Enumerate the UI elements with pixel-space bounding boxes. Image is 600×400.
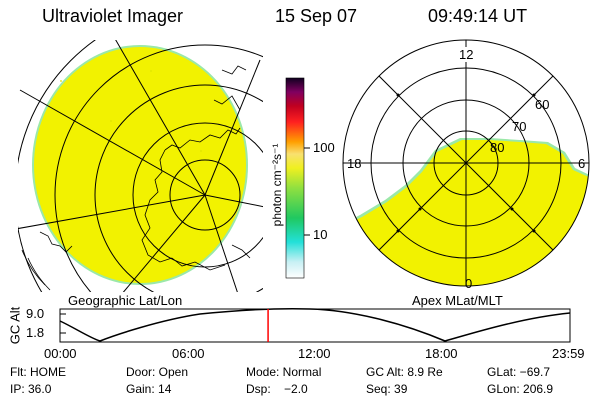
mlt-spokes [343, 40, 589, 286]
colorbar-tick-label-100: 100 [313, 140, 335, 155]
noise-speckle [60, 70, 202, 232]
timeline-y-label: GC Alt [7, 306, 23, 345]
timeline-xtick-0: 00:00 [44, 346, 77, 361]
info-flt: Flt: HOME [10, 365, 66, 379]
mlt-label-right: 6 [578, 156, 586, 171]
geographic-label: Geographic Lat/Lon [68, 293, 183, 308]
timeline-xtick-3: 18:00 [425, 346, 458, 361]
mlat-label-70: 70 [512, 119, 527, 134]
colorbar-gradient [285, 77, 305, 279]
info-door: Door: Open [126, 365, 189, 379]
mlt-label-bottom: 0 [465, 276, 473, 291]
mlt-label-top: 12 [459, 47, 474, 62]
altitude-curve [59, 307, 571, 342]
date-label: 15 Sep 07 [275, 6, 358, 26]
time-label: 09:49:14 UT [428, 6, 528, 26]
edge-arcs [21, 249, 51, 291]
geographic-aurora-disk [34, 47, 246, 283]
timeline-ytick-label-high: 9.0 [26, 306, 45, 321]
timeline-xtick-1: 06:00 [172, 346, 205, 361]
timeline-xtick-4: 23:59 [552, 346, 585, 361]
timeline-frame [59, 308, 571, 343]
colorbar-tick-label-10: 10 [313, 227, 328, 242]
mlat-label-60: 60 [535, 97, 550, 112]
info-dsp: Dsp: −2.0 [246, 382, 308, 396]
info-ip: IP: 36.0 [10, 382, 52, 396]
timeline-xtick-2: 12:00 [298, 346, 331, 361]
info-gain: Gain: 14 [126, 382, 172, 396]
auroral-oval-fill [343, 140, 589, 286]
coastlines [39, 65, 251, 271]
info-glat: GLat: −69.7 [487, 365, 551, 379]
info-glon: GLon: 206.9 [487, 382, 554, 396]
info-mode: Mode: Normal [246, 365, 322, 379]
magnetic-label: Apex MLat/MLT [412, 293, 503, 308]
timeline-ytick-label-low: 1.8 [26, 325, 45, 340]
mlt-label-left: 18 [347, 156, 362, 171]
info-gc-alt: GC Alt: 8.9 Re [366, 365, 443, 379]
mlat-label-80: 80 [490, 140, 505, 155]
info-seq: Seq: 39 [366, 382, 408, 396]
instrument-title: Ultraviolet Imager [42, 6, 184, 26]
mlt-tick-marks [396, 93, 536, 233]
